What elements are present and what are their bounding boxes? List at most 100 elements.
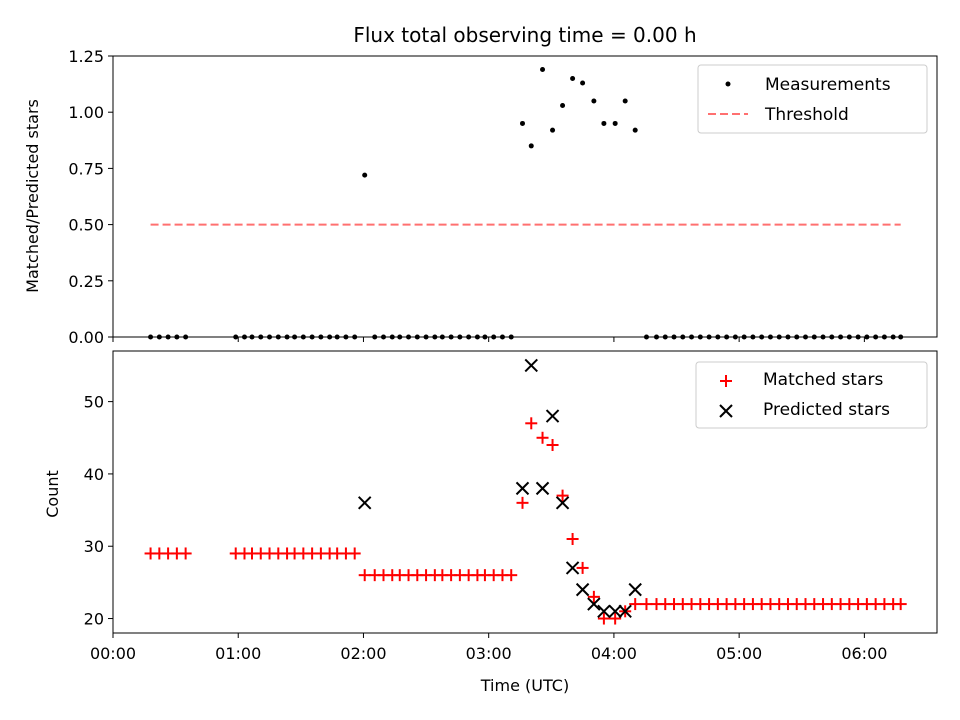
matched-star-point xyxy=(640,598,653,611)
measurement-point xyxy=(343,334,349,340)
bottom-plot-area: 20 30 40 50 00:00 01:00 02:00 03:00 04:00 05:00 06… xyxy=(84,350,938,663)
measurement-point xyxy=(881,334,887,340)
y-tick-label: 20 xyxy=(84,610,104,629)
measurement-point xyxy=(653,334,659,340)
bottom-y-axis-label: Count xyxy=(43,470,62,518)
matched-star-point xyxy=(587,590,600,603)
x-tick-label: 04:00 xyxy=(591,644,637,663)
x-tick-label: 05:00 xyxy=(716,644,762,663)
legend-measurements-marker xyxy=(725,81,731,87)
measurement-point xyxy=(776,334,782,340)
measurement-point xyxy=(258,334,264,340)
measurement-point xyxy=(759,334,765,340)
measurement-point xyxy=(372,334,378,340)
top-legend: Measurements Threshold xyxy=(697,64,928,134)
bottom-x-axis-label: Time (UTC) xyxy=(480,676,569,695)
x-b xyxy=(524,358,538,373)
y-tick-label: 40 xyxy=(84,465,104,484)
predicted-star-point xyxy=(575,582,590,597)
predicted-star-point xyxy=(597,604,611,619)
predicted-star-point xyxy=(535,481,550,496)
legend-predicted-label: Predicted stars xyxy=(763,400,890,420)
measurement-point xyxy=(643,334,649,340)
measurement-point xyxy=(785,334,791,340)
x-tick-label: 01:00 xyxy=(215,644,261,663)
measurement-point xyxy=(767,334,773,340)
measurement-point xyxy=(846,334,852,340)
x-b xyxy=(618,604,632,619)
measurement-point xyxy=(803,334,809,340)
matched-star-point xyxy=(566,533,579,545)
measurement-point xyxy=(741,334,747,340)
measurement-point xyxy=(183,334,189,340)
y-tick-label: 1.25 xyxy=(68,47,104,66)
predicted-star-point xyxy=(608,604,622,619)
measurement-point xyxy=(724,334,730,340)
legend-matched-label: Matched stars xyxy=(763,370,883,390)
y-tick-label: 1.00 xyxy=(68,103,104,122)
top-legend-box xyxy=(697,64,928,134)
measurement-point xyxy=(249,334,255,340)
measurement-point xyxy=(622,98,628,104)
measurement-point xyxy=(457,334,463,340)
measurement-point xyxy=(482,334,488,340)
measurement-point xyxy=(474,334,480,340)
legend-predicted-marker xyxy=(719,404,733,418)
x-tick-label: 00:00 xyxy=(90,644,136,663)
bottom-legend: Matched stars Predicted stars xyxy=(695,361,928,429)
measurement-point xyxy=(309,334,315,340)
measurement-point xyxy=(601,120,607,126)
matched-star-point xyxy=(525,417,538,430)
top-chart-title: Flux total observing time = 0.00 h xyxy=(353,23,696,47)
measurement-point xyxy=(697,334,703,340)
measurement-point xyxy=(327,334,333,340)
measurement-point xyxy=(528,143,534,149)
matched-star-point xyxy=(505,569,518,582)
predicted-star-point xyxy=(358,496,372,510)
measurement-point xyxy=(389,334,395,340)
x-tick-label: 03:00 xyxy=(466,644,512,663)
x-b xyxy=(628,582,642,597)
measurement-point xyxy=(732,334,738,340)
measurement-point xyxy=(864,334,870,340)
y-tick-label: 0.25 xyxy=(68,272,104,291)
measurement-point xyxy=(838,334,844,340)
measurement-point xyxy=(890,334,896,340)
legend-measurements-label: Measurements xyxy=(765,75,891,95)
top-plot-area: 0.00 0.25 0.50 0.75 1.00 1.25 xyxy=(68,47,938,347)
measurement-point xyxy=(491,334,497,340)
measurement-point xyxy=(689,334,695,340)
predicted-star-point xyxy=(545,409,560,423)
measurement-point xyxy=(873,334,879,340)
matched-star-point xyxy=(894,598,907,611)
predicted-star-point xyxy=(555,496,570,510)
predicted-star-point xyxy=(515,481,530,496)
measurement-point xyxy=(570,75,576,81)
measurement-point xyxy=(284,334,290,340)
measurement-point xyxy=(820,334,826,340)
x-b xyxy=(587,597,601,611)
measurement-point xyxy=(508,334,514,340)
matched-star-point xyxy=(546,439,559,451)
predicted-star-point xyxy=(587,597,601,611)
measurement-point xyxy=(560,102,566,108)
plot-frame xyxy=(112,55,938,338)
measurement-point xyxy=(423,334,429,340)
y-tick-label: 0.00 xyxy=(68,328,104,347)
measurement-point xyxy=(811,334,817,340)
measurement-point xyxy=(352,334,358,340)
x-b xyxy=(515,481,530,496)
x-b xyxy=(545,409,560,423)
matched-star-point xyxy=(358,569,371,582)
matched-star-point xyxy=(629,598,642,611)
measurement-point xyxy=(706,334,712,340)
measurement-point xyxy=(898,334,904,340)
bottom-panel: Count Time (UTC) 20 30 40 50 00:00 01:00 02:00… xyxy=(43,350,938,695)
measurement-point xyxy=(580,80,586,86)
matched-star-point xyxy=(536,431,549,444)
measurement-point xyxy=(439,334,445,340)
measurement-point xyxy=(662,334,668,340)
x-b xyxy=(575,582,590,597)
measurement-point xyxy=(448,334,454,340)
measurement-point xyxy=(750,334,756,340)
